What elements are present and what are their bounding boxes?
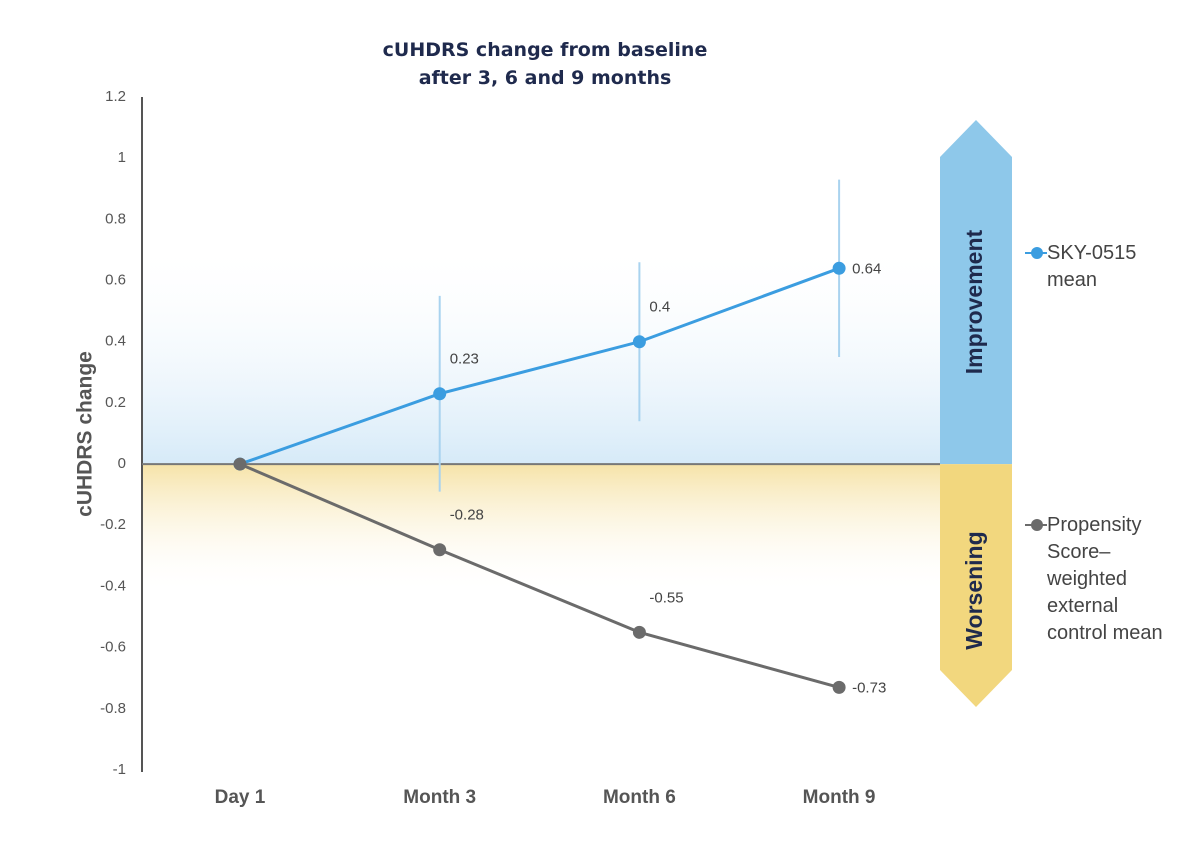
- y-tick-label: 0.6: [105, 272, 126, 289]
- worsening-shade: [142, 464, 940, 594]
- series-line: [239, 266, 840, 466]
- y-tick-label: 1: [118, 149, 126, 166]
- legend-label: SKY-0515 mean: [1047, 242, 1137, 291]
- y-axis-label: cUHDRS change: [74, 351, 97, 517]
- data-point: [433, 543, 447, 557]
- data-point: [233, 457, 247, 471]
- y-tick-label: -0.8: [100, 700, 126, 717]
- legend-entry: SKY-0515 mean: [1025, 240, 1165, 294]
- band-improvement: [940, 120, 1012, 465]
- legend-label: Propensity Score–weighted external contr…: [1047, 514, 1163, 644]
- chart-title: cUHDRS change from baseline after 3, 6 a…: [382, 39, 708, 89]
- data-point: [632, 625, 646, 639]
- x-tick-label: Month 6: [603, 787, 676, 808]
- legend-key: [1025, 240, 1047, 267]
- y-tick-label: 0.8: [105, 210, 126, 227]
- series-line: [239, 462, 840, 689]
- data-label: 0.23: [450, 351, 479, 368]
- band-worsening: [940, 464, 1012, 707]
- data-label: 0.64: [852, 260, 881, 277]
- band-label: Worsening: [961, 531, 987, 649]
- x-tick-label: Month 9: [803, 787, 876, 808]
- y-tick-label: -0.4: [100, 577, 126, 594]
- y-tick-label: -0.2: [100, 516, 126, 533]
- y-tick-label: 0: [118, 455, 126, 472]
- data-label: -0.73: [852, 679, 886, 696]
- x-tick-label: Month 3: [403, 787, 476, 808]
- data-label: -0.55: [649, 589, 683, 606]
- legend-entry: Propensity Score–weighted external contr…: [1025, 512, 1165, 647]
- legend-key: [1025, 512, 1047, 539]
- data-label: -0.28: [450, 507, 484, 524]
- data-point: [832, 261, 846, 275]
- y-tick-label: 1.2: [105, 88, 126, 105]
- band-label: Improvement: [961, 229, 987, 374]
- improvement-shade: [142, 240, 940, 464]
- y-tick-label: -0.6: [100, 639, 126, 656]
- data-point: [832, 680, 846, 694]
- data-point: [433, 387, 447, 401]
- data-label: 0.4: [649, 299, 670, 316]
- y-tick-label: -1: [113, 761, 126, 778]
- x-tick-label: Day 1: [215, 787, 266, 808]
- y-tick-label: 0.4: [105, 333, 126, 350]
- data-point: [632, 335, 646, 349]
- y-tick-label: 0.2: [105, 394, 126, 411]
